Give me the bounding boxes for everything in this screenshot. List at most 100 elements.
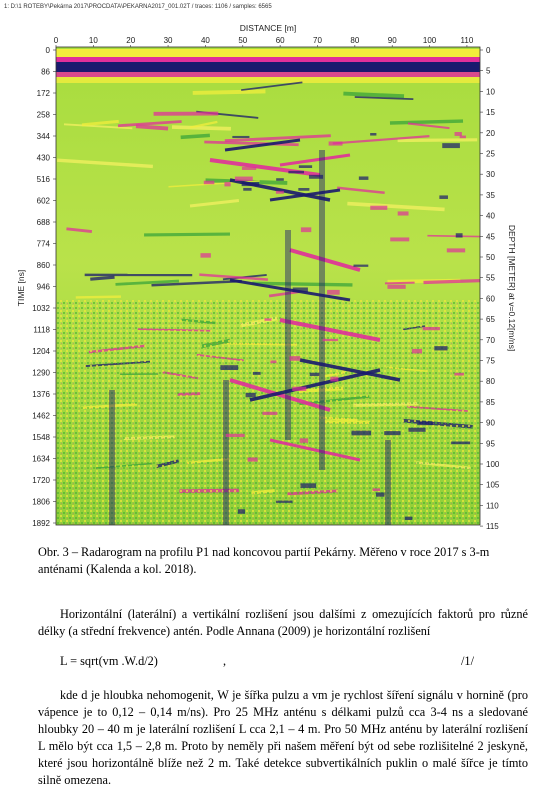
y-right-tick-label: 20 (486, 129, 495, 138)
y-right-tick-label: 60 (486, 294, 495, 303)
reflection-blob (370, 133, 377, 136)
y-right-tick-label: 75 (486, 357, 495, 366)
reflection-blob (234, 176, 253, 181)
reflection-blob (384, 431, 401, 436)
reflection-streak (75, 295, 121, 299)
surface-band-magenta (56, 57, 480, 62)
reflection-blob (300, 483, 317, 488)
reflection-blob (322, 338, 339, 342)
reflection-blob (454, 372, 464, 376)
y-left-tick-label: 1462 (32, 412, 50, 421)
y-right-tick-label: 45 (486, 232, 495, 241)
y-right-tick-label: 10 (486, 87, 495, 96)
y-right-tick-label: 40 (486, 212, 495, 221)
y-right-tick-label: 55 (486, 274, 495, 283)
x-tick-label: 10 (89, 36, 98, 45)
x-tick-label: 0 (54, 36, 59, 45)
reflection-streak (63, 123, 133, 130)
y-right-tick-label: 35 (486, 191, 495, 200)
reflection-blob (442, 143, 460, 149)
reflection-blob (408, 427, 426, 432)
reflection-streak (66, 227, 93, 233)
reflection-streak (204, 140, 299, 147)
x-tick-label: 20 (126, 36, 135, 45)
y-left-tick-label: 1290 (32, 369, 50, 378)
reflection-blob (270, 360, 277, 364)
reflection-streak (224, 134, 331, 143)
x-axis-title: DISTANCE [m] (240, 23, 297, 33)
reflection-blob (276, 178, 284, 181)
paragraph-resolution-details: kde d je hloubka nehomogenit, W je šířka… (38, 688, 528, 787)
y-left-tick-label: 946 (37, 283, 51, 292)
reflection-blob (264, 318, 272, 321)
y-left-tick-label: 1634 (32, 455, 50, 464)
x-tick-label: 80 (350, 36, 359, 45)
figure-header: 1: D:\1 ROTEBY\Pekárna 2017\PROCDATA\PEK… (4, 4, 272, 10)
reflection-blob (451, 441, 471, 445)
reflection-blob (298, 187, 310, 191)
reflection-streak (347, 201, 445, 212)
y-right-tick-label: 115 (486, 522, 499, 531)
y-left-tick-label: 1032 (32, 304, 50, 313)
vertical-feature (109, 390, 115, 525)
reflection-blob (330, 376, 339, 382)
reflection-streak (397, 138, 478, 143)
y-left-tick-label: 430 (37, 154, 51, 163)
reflection-blob (200, 253, 211, 258)
reflection-streak (117, 120, 182, 128)
y-right-tick-label: 50 (486, 253, 495, 262)
reflection-blob (439, 195, 448, 199)
y-left-tick-label: 1118 (33, 326, 50, 335)
reflection-streak (180, 133, 210, 140)
reflection-streak (81, 119, 119, 127)
y-left-tick-label: 602 (37, 197, 51, 206)
y-right-tick-label: 90 (486, 419, 495, 428)
y-right-tick-label: 95 (486, 439, 495, 448)
anomaly-reflection (269, 188, 341, 202)
reflection-streak (252, 281, 353, 287)
formula-expression: L = sqrt(vm .W.d/2) (60, 654, 158, 668)
reflection-streak (268, 290, 300, 298)
reflection-streak (144, 232, 230, 237)
y-right-axis-ticks: 0 5 10 15 20 25 30 35 40 45 50 55 60 65 70 75 80 85 90 95 10… (480, 46, 500, 531)
paragraph-resolution-intro: Horizontální (laterální) a vertikální ro… (38, 607, 528, 638)
reflection-blob (370, 205, 388, 210)
formula-number: /1/ (461, 654, 474, 668)
reflection-overlay (109, 132, 471, 525)
y-right-tick-label: 85 (486, 398, 495, 407)
reflection-streak (151, 279, 242, 287)
reflection-blob (247, 457, 258, 462)
radargram-svg: 1: D:\1 ROTEBY\Pekárna 2017\PROCDATA\PEK… (4, 4, 517, 531)
reflection-blob (459, 135, 466, 139)
x-axis-ticks: 0 10 20 30 40 50 60 70 80 90 100 110 (54, 36, 474, 47)
y-left-tick-label: 1204 (32, 347, 50, 356)
anomaly-reflection (249, 368, 381, 402)
anomaly-reflection (269, 438, 361, 462)
y-left-tick-label: 1376 (32, 390, 50, 399)
y-right-tick-label: 110 (486, 501, 499, 510)
surface-band-magenta-2 (56, 72, 480, 77)
reflection-streak (337, 186, 385, 195)
reflection-streak (189, 198, 240, 208)
reflection-blob (309, 372, 320, 377)
radargram-plot (55, 46, 481, 526)
reflection-streak (427, 234, 481, 238)
y-left-tick-label: 344 (37, 132, 51, 141)
y-right-tick-label: 70 (486, 336, 495, 345)
vertical-feature (319, 150, 325, 470)
reflection-streak (115, 279, 180, 286)
vertical-feature (385, 440, 391, 525)
y-left-tick-label: 688 (37, 218, 51, 227)
anomaly-reflection (279, 153, 351, 167)
y-right-tick-label: 105 (486, 481, 500, 490)
reflection-blob (397, 211, 409, 216)
y-left-tick-label: 860 (37, 261, 51, 270)
reflection-blob (411, 348, 423, 354)
reflection-blob (243, 187, 252, 191)
reflection-blob (262, 411, 278, 415)
reflection-blob (446, 248, 466, 253)
reflection-blob (299, 438, 309, 443)
y-left-axis-ticks: 0 86 172 258 344 430 516 602 688 774 860 946 1032 111… (32, 46, 56, 528)
reflection-blob (351, 430, 372, 436)
plot-frame (55, 46, 481, 526)
